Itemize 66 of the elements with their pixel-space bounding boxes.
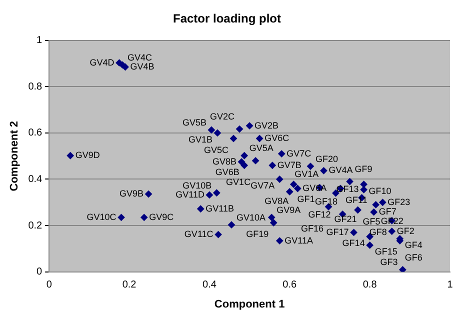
- annotation: GV4A: [328, 165, 353, 176]
- annotation: GV1B: [188, 134, 212, 144]
- annotation: GF10: [368, 186, 392, 196]
- x-tick-label: 0.8: [362, 280, 378, 291]
- y-tick-label: 0.4: [28, 174, 43, 185]
- annotation: GF1: [297, 194, 315, 204]
- annotation: GV9D: [75, 150, 100, 160]
- annotation: GF14: [342, 238, 365, 248]
- annotation: GV9C: [149, 212, 174, 222]
- annotation: GF19: [246, 229, 269, 240]
- annotation: GV5C: [204, 145, 230, 155]
- annotation: GF18: [315, 196, 338, 207]
- y-tick-label: 0.8: [28, 81, 43, 92]
- annotation: GV2B: [254, 120, 279, 130]
- annotation: GV4C: [127, 52, 152, 62]
- annotation: GV7C: [286, 148, 312, 158]
- annotation: GF4: [404, 240, 422, 250]
- annotation: GV9B: [120, 188, 144, 199]
- annotation: GF9: [354, 164, 372, 174]
- y-tick-label: 0.2: [28, 220, 43, 232]
- annotation: GV6C: [264, 133, 290, 143]
- x-axis-title: Component 1: [214, 298, 285, 310]
- annotation: GF16: [301, 223, 324, 234]
- annotation: GF20: [315, 154, 338, 164]
- y-axis-title: Component 2: [8, 120, 21, 192]
- annotation: GV10B: [182, 180, 212, 190]
- chart-title: Factor loading plot: [173, 12, 281, 26]
- annotation: GV11B: [206, 203, 234, 214]
- annotation: GV8B: [212, 156, 237, 166]
- x-tick-label: 1: [447, 280, 454, 291]
- x-tick-label: 0: [46, 280, 52, 291]
- annotation: GF2: [396, 226, 414, 236]
- annotation: GV6B: [215, 166, 240, 177]
- annotation: GV9A: [276, 204, 301, 215]
- annotation: GF15: [374, 246, 398, 257]
- annotation: GF17: [326, 226, 349, 237]
- x-tick-label: 0.4: [202, 280, 217, 291]
- annotation: GV4D: [90, 57, 115, 68]
- annotation: GF8: [369, 227, 387, 238]
- y-tick-label: 1: [36, 35, 43, 46]
- annotation: GV11C: [184, 229, 214, 240]
- annotation: GF11: [346, 194, 368, 205]
- annotation: GV5A: [249, 143, 274, 154]
- annotation: GV4B: [130, 61, 154, 72]
- annotation: GV7B: [277, 160, 302, 170]
- annotation: GF3: [380, 257, 398, 268]
- annotation: GF21: [334, 214, 357, 224]
- annotation: GV2C: [210, 112, 236, 122]
- annotation: GF23: [388, 196, 410, 207]
- annotation: GF6: [404, 252, 422, 262]
- x-tick-label: 0.6: [282, 280, 298, 291]
- annotation: GV10A: [236, 212, 266, 222]
- annotation: GV1C: [226, 177, 252, 188]
- annotation: GF5: [362, 216, 380, 226]
- annotation: GV10C: [86, 212, 117, 222]
- annotation: GF7: [378, 206, 396, 217]
- x-tick-label: 0.2: [122, 280, 137, 291]
- y-tick-label: 0: [36, 266, 43, 278]
- annotation: GV8A: [264, 196, 289, 206]
- y-tick-label: 0.6: [28, 128, 43, 139]
- annotation: GV5B: [182, 117, 206, 128]
- annotation: GV11D: [176, 189, 205, 200]
- annotation: GV7A: [250, 180, 275, 191]
- annotation: GV1A: [294, 169, 319, 180]
- annotation: GV11A: [284, 235, 313, 246]
- annotation: GF12: [308, 210, 331, 220]
